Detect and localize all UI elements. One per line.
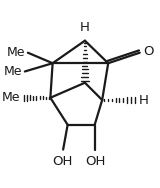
Text: OH: OH <box>85 155 106 168</box>
Text: Me: Me <box>2 91 20 104</box>
Text: O: O <box>144 45 154 58</box>
Text: Me: Me <box>6 46 25 59</box>
Text: OH: OH <box>52 155 73 168</box>
Text: H: H <box>80 21 90 34</box>
Text: Me: Me <box>3 65 22 78</box>
Text: H: H <box>139 93 149 107</box>
